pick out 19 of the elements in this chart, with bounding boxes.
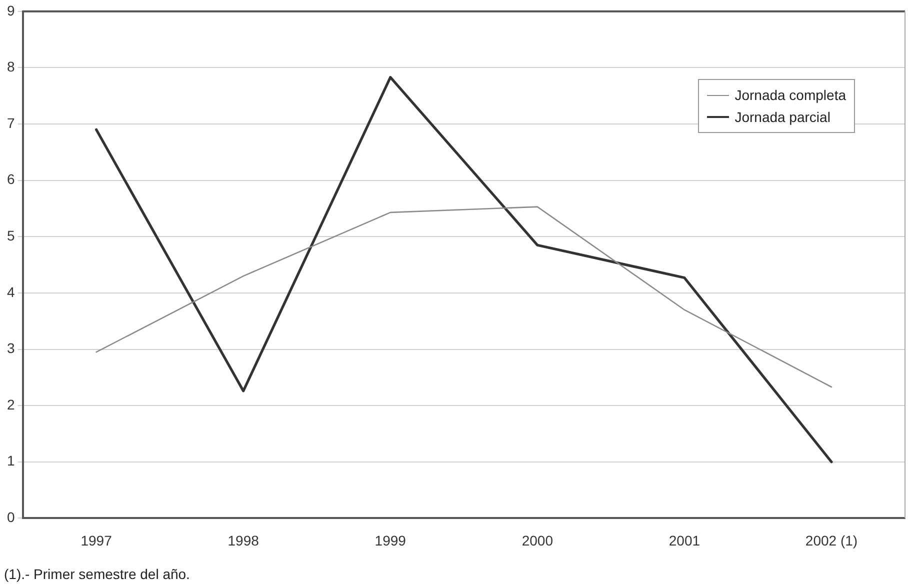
legend-label: Jornada completa: [734, 87, 846, 104]
y-tick-label: 7: [6, 114, 15, 131]
x-tick-label: 2000: [522, 532, 554, 548]
x-tick-label: 2001: [668, 532, 700, 548]
y-tick-label: 3: [6, 340, 15, 356]
y-tick-label: 2: [6, 396, 15, 412]
text: (1).- Primer semestre del año.: [4, 566, 190, 582]
x-tick-label: 1997: [80, 532, 112, 548]
y-tick-label: 9: [6, 2, 15, 18]
x-tick-label: 2002 (1): [805, 532, 858, 548]
y-tick-label: 8: [6, 58, 15, 75]
y-tick-label: 1: [6, 452, 15, 469]
x-tick-label: 1999: [374, 532, 406, 548]
y-tick-label: 0: [6, 509, 15, 526]
x-tick-label: 1998: [228, 532, 260, 548]
legend-label: Jornada parcial: [734, 109, 830, 126]
y-tick-label: 4: [6, 284, 15, 300]
y-tick-label: 5: [6, 228, 15, 244]
y-tick-label: 6: [6, 171, 15, 188]
